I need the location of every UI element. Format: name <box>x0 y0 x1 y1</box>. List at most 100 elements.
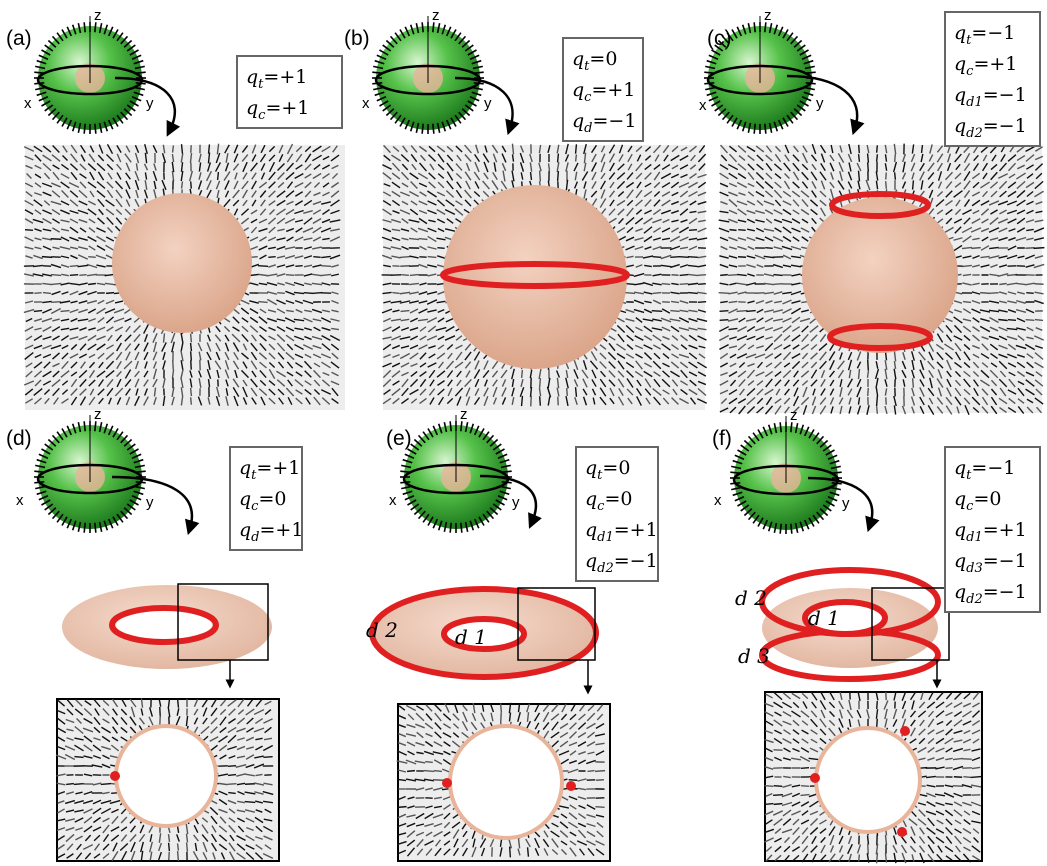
director-stroke <box>286 371 294 377</box>
director-stroke <box>801 309 809 313</box>
spike <box>133 91 144 97</box>
spike <box>71 24 77 35</box>
director-stroke <box>143 324 149 334</box>
director-stroke <box>473 171 481 181</box>
director-stroke <box>437 255 445 259</box>
director-stroke <box>284 317 296 323</box>
director-stroke <box>382 246 392 250</box>
axis-label-z: z <box>94 7 102 24</box>
director-stroke <box>399 336 411 340</box>
director-stroke <box>635 199 643 207</box>
director-stroke <box>737 208 747 216</box>
spike <box>794 522 799 533</box>
director-stroke <box>139 717 145 725</box>
director-stroke <box>820 709 826 719</box>
director-stroke <box>773 326 783 332</box>
director-stroke <box>839 352 843 360</box>
director-stroke <box>162 360 166 370</box>
director-stroke <box>139 841 145 853</box>
director-stroke <box>162 377 166 389</box>
director-stroke <box>765 172 773 180</box>
director-stroke <box>1017 354 1025 358</box>
director-stroke <box>414 778 426 782</box>
axis-label-z: z <box>764 7 772 24</box>
director-stroke <box>791 218 801 224</box>
director-stroke <box>407 805 415 809</box>
director-stroke <box>820 163 826 171</box>
director-stroke <box>1008 371 1016 377</box>
director-stroke <box>652 245 662 251</box>
director-stroke <box>185 715 189 727</box>
director-stroke <box>143 379 149 387</box>
spike <box>460 522 463 533</box>
director-stroke <box>464 189 472 199</box>
director-stroke <box>800 343 810 351</box>
director-stroke <box>227 765 237 767</box>
director-stroke <box>88 369 96 379</box>
spike <box>445 119 452 130</box>
director-stroke <box>171 153 175 163</box>
director-stroke <box>225 396 229 406</box>
director-stroke <box>698 163 706 171</box>
spike <box>107 425 114 436</box>
director-stroke <box>452 829 460 839</box>
director-stroke <box>654 154 660 162</box>
director-stroke <box>489 703 495 713</box>
director-stroke <box>661 181 671 189</box>
director-stroke <box>558 805 570 809</box>
director-stroke <box>998 353 1008 359</box>
director-stroke <box>800 190 810 198</box>
director-stroke <box>216 143 220 155</box>
spike <box>801 54 812 61</box>
director-stroke <box>435 326 447 332</box>
director-stroke <box>962 273 972 277</box>
director-stroke <box>990 171 998 181</box>
director-stroke <box>875 691 879 701</box>
director-stroke <box>599 180 607 190</box>
director-stroke <box>616 180 626 190</box>
director-stroke <box>304 181 312 189</box>
director-stroke <box>259 361 267 369</box>
spike <box>764 123 767 134</box>
director-stroke <box>251 199 257 207</box>
director-stroke <box>304 282 312 286</box>
director-stroke <box>802 405 808 415</box>
director-stroke <box>471 846 477 858</box>
director-stroke <box>193 824 199 834</box>
director-stroke <box>697 301 707 303</box>
director-stroke <box>520 172 524 180</box>
director-stroke <box>42 370 52 378</box>
director-stroke <box>240 208 250 216</box>
director-stroke <box>971 308 981 314</box>
director-stroke <box>500 369 508 379</box>
director-stroke <box>634 370 644 378</box>
director-stroke <box>143 163 149 171</box>
director-stroke <box>910 727 916 737</box>
director-stroke <box>660 317 672 323</box>
director-stroke <box>774 361 782 369</box>
spike <box>469 95 480 102</box>
director-stroke <box>893 350 897 362</box>
director-stroke <box>792 209 800 215</box>
director-stroke <box>214 334 222 342</box>
director-stroke <box>452 713 460 721</box>
director-stroke <box>746 218 756 224</box>
director-stroke <box>953 218 963 224</box>
director-stroke <box>240 217 250 225</box>
director-stroke <box>331 172 339 180</box>
particle-sphere <box>802 197 958 353</box>
director-stroke <box>848 699 852 711</box>
director-stroke <box>242 199 248 207</box>
director-stroke <box>97 352 105 360</box>
director-stroke <box>242 161 248 173</box>
director-stroke <box>884 163 888 171</box>
order-parameter-sphere: zx y <box>714 407 880 534</box>
director-stroke <box>96 282 106 286</box>
director-stroke <box>293 318 305 322</box>
director-stroke <box>446 162 454 172</box>
director-stroke <box>185 833 189 843</box>
director-stroke <box>963 190 971 198</box>
director-stroke <box>401 387 409 397</box>
director-stroke <box>697 264 707 268</box>
director-stroke <box>1026 326 1034 332</box>
